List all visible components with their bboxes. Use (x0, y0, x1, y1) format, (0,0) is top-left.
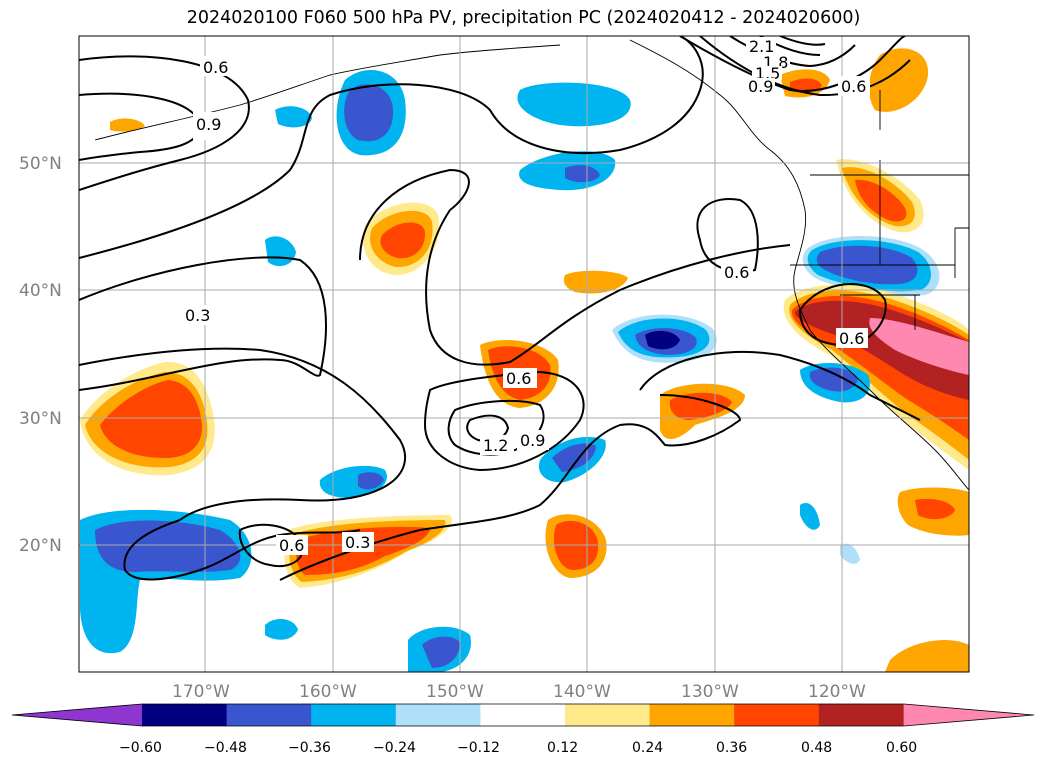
colorbar-tick-label: 0.12 (547, 740, 578, 756)
longitude-labels: 170°W 160°W 150°W 140°W 130°W 120°W (172, 682, 866, 702)
colorbar-tick-label: 0.60 (886, 740, 917, 756)
pv-contours (79, 36, 921, 581)
contour-label-layer: 0.6 0.9 0.3 0.6 1.2 0.9 0.6 0.3 0.6 0.6 … (183, 37, 870, 555)
lat-label: 20°N (19, 536, 62, 556)
colorbar-segment (226, 704, 312, 726)
lon-label: 120°W (808, 682, 866, 702)
lat-label: 50°N (19, 154, 62, 174)
colorbar-tick-label: −0.24 (373, 740, 416, 756)
lat-label: 30°N (19, 409, 62, 429)
colorbar-tick-label: 0.48 (801, 740, 832, 756)
colorbar-outline (11, 703, 1035, 727)
graticule (79, 36, 969, 672)
contour-label: 0.6 (724, 263, 749, 282)
colorbar-tick-label: 0.36 (716, 740, 747, 756)
lon-label: 140°W (553, 682, 611, 702)
lon-label: 150°W (426, 682, 484, 702)
contour-label: 1.2 (483, 436, 508, 455)
colorbar-segment (395, 704, 481, 726)
colorbar-segment (142, 704, 227, 726)
contour-label: 0.3 (345, 533, 370, 552)
colorbar-tick-label: −0.48 (204, 740, 247, 756)
colorbar-segment (734, 704, 820, 726)
contour-label: 0.6 (279, 536, 304, 555)
colorbar-tick-label: −0.36 (288, 740, 331, 756)
precip-fill-layer (80, 48, 969, 672)
contour-label: 0.9 (520, 431, 545, 450)
contour-label: 0.6 (506, 369, 531, 388)
colorbar-tick-label: 0.24 (632, 740, 663, 756)
contour-label: 0.6 (839, 329, 864, 348)
lon-label: 160°W (299, 682, 357, 702)
colorbar (11, 703, 1035, 727)
colorbar-segment (818, 704, 904, 726)
contour-label: 0.9 (748, 77, 773, 96)
colorbar-segment (311, 704, 397, 726)
figure-title: 2024020100 F060 500 hPa PV, precipitatio… (186, 8, 861, 28)
colorbar-segment (480, 704, 566, 726)
colorbar-segment (12, 704, 142, 726)
colorbar-tick-label: −0.60 (119, 740, 162, 756)
colorbar-tick-labels: −0.60 −0.48 −0.36 −0.24 −0.12 0.12 0.24 … (119, 740, 917, 756)
colorbar-segment (904, 704, 1034, 726)
colorbar-segment (649, 704, 735, 726)
contour-label: 0.3 (185, 306, 210, 325)
contour-label: 0.9 (196, 115, 221, 134)
lon-label: 130°W (681, 682, 739, 702)
lon-label: 170°W (172, 682, 230, 702)
map-area: 0.6 0.9 0.3 0.6 1.2 0.9 0.6 0.3 0.6 0.6 … (79, 36, 969, 672)
map-frame (78, 35, 970, 673)
contour-label: 0.6 (841, 77, 866, 96)
lat-label: 40°N (19, 281, 62, 301)
latitude-labels: 50°N 40°N 30°N 20°N (19, 154, 62, 556)
contour-label: 0.6 (203, 58, 228, 77)
colorbar-tick-label: −0.12 (457, 740, 500, 756)
contour-label: 2.1 (749, 37, 774, 56)
colorbar-segment (565, 704, 650, 726)
